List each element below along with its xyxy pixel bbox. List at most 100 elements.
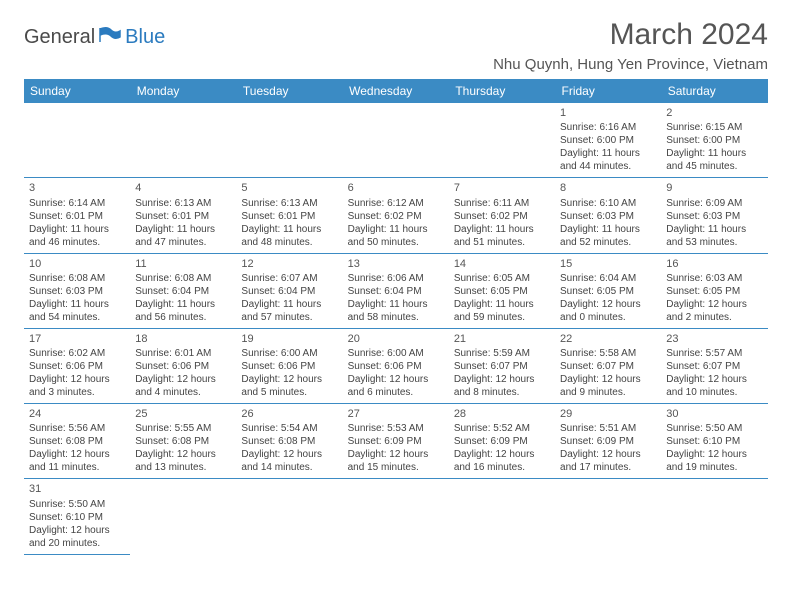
daylight-text: Daylight: 11 hours and 50 minutes. bbox=[348, 223, 444, 249]
sunset-text: Sunset: 6:06 PM bbox=[29, 360, 125, 373]
calendar-cell: 24Sunrise: 5:56 AMSunset: 6:08 PMDayligh… bbox=[24, 404, 130, 479]
daylight-text: Daylight: 12 hours and 5 minutes. bbox=[241, 373, 337, 399]
sunrise-text: Sunrise: 6:13 AM bbox=[241, 197, 337, 210]
daylight-text: Daylight: 11 hours and 46 minutes. bbox=[29, 223, 125, 249]
sunset-text: Sunset: 6:00 PM bbox=[666, 134, 762, 147]
weekday-sunday: Sunday bbox=[24, 79, 130, 103]
logo-text-general: General bbox=[24, 26, 95, 49]
sunrise-text: Sunrise: 6:00 AM bbox=[348, 347, 444, 360]
calendar-cell: 10Sunrise: 6:08 AMSunset: 6:03 PMDayligh… bbox=[24, 253, 130, 328]
sunset-text: Sunset: 6:06 PM bbox=[135, 360, 231, 373]
day-number: 11 bbox=[135, 257, 231, 271]
daylight-text: Daylight: 12 hours and 11 minutes. bbox=[29, 448, 125, 474]
sunrise-text: Sunrise: 6:04 AM bbox=[560, 272, 656, 285]
calendar-cell bbox=[661, 479, 767, 554]
day-number: 9 bbox=[666, 181, 762, 195]
calendar-cell: 2Sunrise: 6:15 AMSunset: 6:00 PMDaylight… bbox=[661, 103, 767, 178]
day-number: 26 bbox=[241, 407, 337, 421]
calendar-cell: 1Sunrise: 6:16 AMSunset: 6:00 PMDaylight… bbox=[555, 103, 661, 178]
sunrise-text: Sunrise: 5:51 AM bbox=[560, 422, 656, 435]
calendar-cell: 7Sunrise: 6:11 AMSunset: 6:02 PMDaylight… bbox=[449, 178, 555, 253]
sunrise-text: Sunrise: 6:06 AM bbox=[348, 272, 444, 285]
sunrise-text: Sunrise: 6:16 AM bbox=[560, 121, 656, 134]
daylight-text: Daylight: 11 hours and 45 minutes. bbox=[666, 147, 762, 173]
calendar-cell: 17Sunrise: 6:02 AMSunset: 6:06 PMDayligh… bbox=[24, 328, 130, 403]
weekday-header-row: Sunday Monday Tuesday Wednesday Thursday… bbox=[24, 79, 768, 103]
day-number: 24 bbox=[29, 407, 125, 421]
day-number: 18 bbox=[135, 332, 231, 346]
daylight-text: Daylight: 12 hours and 2 minutes. bbox=[666, 298, 762, 324]
sunset-text: Sunset: 6:07 PM bbox=[666, 360, 762, 373]
daylight-text: Daylight: 12 hours and 13 minutes. bbox=[135, 448, 231, 474]
calendar-cell: 29Sunrise: 5:51 AMSunset: 6:09 PMDayligh… bbox=[555, 404, 661, 479]
calendar-cell: 18Sunrise: 6:01 AMSunset: 6:06 PMDayligh… bbox=[130, 328, 236, 403]
day-number: 4 bbox=[135, 181, 231, 195]
sunrise-text: Sunrise: 6:02 AM bbox=[29, 347, 125, 360]
daylight-text: Daylight: 12 hours and 6 minutes. bbox=[348, 373, 444, 399]
daylight-text: Daylight: 12 hours and 19 minutes. bbox=[666, 448, 762, 474]
sunrise-text: Sunrise: 5:59 AM bbox=[454, 347, 550, 360]
sunrise-text: Sunrise: 5:53 AM bbox=[348, 422, 444, 435]
calendar-cell: 6Sunrise: 6:12 AMSunset: 6:02 PMDaylight… bbox=[343, 178, 449, 253]
calendar-row: 31Sunrise: 5:50 AMSunset: 6:10 PMDayligh… bbox=[24, 479, 768, 554]
sunset-text: Sunset: 6:02 PM bbox=[348, 210, 444, 223]
calendar-cell: 3Sunrise: 6:14 AMSunset: 6:01 PMDaylight… bbox=[24, 178, 130, 253]
calendar-cell bbox=[236, 103, 342, 178]
calendar-cell bbox=[555, 479, 661, 554]
daylight-text: Daylight: 12 hours and 8 minutes. bbox=[454, 373, 550, 399]
calendar-cell: 12Sunrise: 6:07 AMSunset: 6:04 PMDayligh… bbox=[236, 253, 342, 328]
daylight-text: Daylight: 11 hours and 48 minutes. bbox=[241, 223, 337, 249]
weekday-friday: Friday bbox=[555, 79, 661, 103]
location-text: Nhu Quynh, Hung Yen Province, Vietnam bbox=[493, 56, 768, 73]
daylight-text: Daylight: 11 hours and 57 minutes. bbox=[241, 298, 337, 324]
calendar-cell: 16Sunrise: 6:03 AMSunset: 6:05 PMDayligh… bbox=[661, 253, 767, 328]
calendar-table: Sunday Monday Tuesday Wednesday Thursday… bbox=[24, 79, 768, 555]
calendar-page: General Blue March 2024 Nhu Quynh, Hung … bbox=[0, 0, 792, 573]
day-number: 23 bbox=[666, 332, 762, 346]
daylight-text: Daylight: 11 hours and 56 minutes. bbox=[135, 298, 231, 324]
day-number: 28 bbox=[454, 407, 550, 421]
sunset-text: Sunset: 6:04 PM bbox=[135, 285, 231, 298]
calendar-cell bbox=[343, 103, 449, 178]
day-number: 17 bbox=[29, 332, 125, 346]
sunrise-text: Sunrise: 6:13 AM bbox=[135, 197, 231, 210]
daylight-text: Daylight: 11 hours and 53 minutes. bbox=[666, 223, 762, 249]
day-number: 13 bbox=[348, 257, 444, 271]
calendar-cell: 27Sunrise: 5:53 AMSunset: 6:09 PMDayligh… bbox=[343, 404, 449, 479]
calendar-cell bbox=[449, 103, 555, 178]
day-number: 7 bbox=[454, 181, 550, 195]
day-number: 14 bbox=[454, 257, 550, 271]
weekday-thursday: Thursday bbox=[449, 79, 555, 103]
calendar-cell: 11Sunrise: 6:08 AMSunset: 6:04 PMDayligh… bbox=[130, 253, 236, 328]
header: General Blue March 2024 Nhu Quynh, Hung … bbox=[24, 18, 768, 73]
sunset-text: Sunset: 6:04 PM bbox=[348, 285, 444, 298]
sunset-text: Sunset: 6:06 PM bbox=[348, 360, 444, 373]
sunset-text: Sunset: 6:09 PM bbox=[348, 435, 444, 448]
day-number: 15 bbox=[560, 257, 656, 271]
day-number: 12 bbox=[241, 257, 337, 271]
daylight-text: Daylight: 11 hours and 51 minutes. bbox=[454, 223, 550, 249]
day-number: 6 bbox=[348, 181, 444, 195]
sunrise-text: Sunrise: 5:50 AM bbox=[666, 422, 762, 435]
sunrise-text: Sunrise: 6:07 AM bbox=[241, 272, 337, 285]
sunset-text: Sunset: 6:08 PM bbox=[135, 435, 231, 448]
day-number: 31 bbox=[29, 482, 125, 496]
day-number: 5 bbox=[241, 181, 337, 195]
sunset-text: Sunset: 6:09 PM bbox=[454, 435, 550, 448]
daylight-text: Daylight: 12 hours and 17 minutes. bbox=[560, 448, 656, 474]
sunrise-text: Sunrise: 6:14 AM bbox=[29, 197, 125, 210]
daylight-text: Daylight: 12 hours and 4 minutes. bbox=[135, 373, 231, 399]
calendar-cell: 21Sunrise: 5:59 AMSunset: 6:07 PMDayligh… bbox=[449, 328, 555, 403]
calendar-cell: 4 Sunrise: 6:13 AMSunset: 6:01 PMDaylight… bbox=[130, 178, 236, 253]
sunset-text: Sunset: 6:03 PM bbox=[29, 285, 125, 298]
daylight-text: Daylight: 12 hours and 14 minutes. bbox=[241, 448, 337, 474]
calendar-cell bbox=[24, 103, 130, 178]
day-number: 16 bbox=[666, 257, 762, 271]
sunrise-text: Sunrise: 5:50 AM bbox=[29, 498, 125, 511]
daylight-text: Daylight: 12 hours and 0 minutes. bbox=[560, 298, 656, 324]
weekday-wednesday: Wednesday bbox=[343, 79, 449, 103]
sunset-text: Sunset: 6:01 PM bbox=[135, 210, 231, 223]
daylight-text: Daylight: 11 hours and 54 minutes. bbox=[29, 298, 125, 324]
sunset-text: Sunset: 6:00 PM bbox=[560, 134, 656, 147]
daylight-text: Daylight: 11 hours and 47 minutes. bbox=[135, 223, 231, 249]
